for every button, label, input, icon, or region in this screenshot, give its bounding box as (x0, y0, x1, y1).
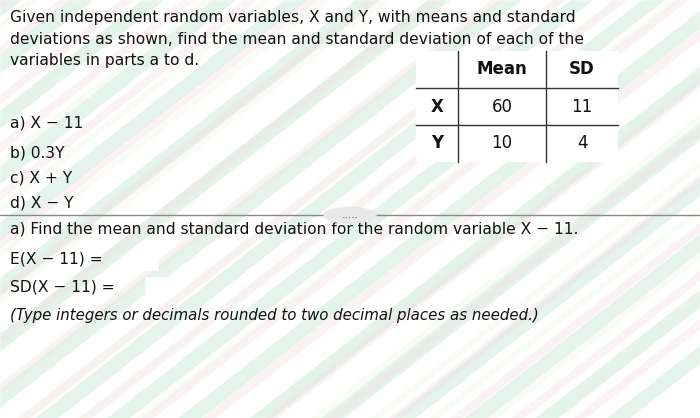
Text: 11: 11 (571, 97, 593, 115)
Text: SD(X − 11) =: SD(X − 11) = (10, 280, 115, 295)
Text: (Type integers or decimals rounded to two decimal places as needed.): (Type integers or decimals rounded to tw… (10, 308, 539, 323)
Text: b) 0.3Y: b) 0.3Y (10, 145, 64, 161)
Text: 4: 4 (577, 135, 587, 153)
Ellipse shape (324, 207, 376, 223)
Text: a) X − 11: a) X − 11 (10, 115, 83, 130)
Text: Given independent random variables, X and Y, with means and standard
deviations : Given independent random variables, X an… (10, 10, 584, 68)
Bar (416, 51, 618, 162)
Text: d) X − Y: d) X − Y (10, 196, 74, 211)
Bar (416, 51, 618, 162)
Bar (146, 278, 168, 298)
Text: Y: Y (431, 135, 443, 153)
Text: 60: 60 (491, 97, 512, 115)
Text: 10: 10 (491, 135, 512, 153)
Text: c) X + Y: c) X + Y (10, 171, 72, 186)
Text: X: X (430, 97, 443, 115)
